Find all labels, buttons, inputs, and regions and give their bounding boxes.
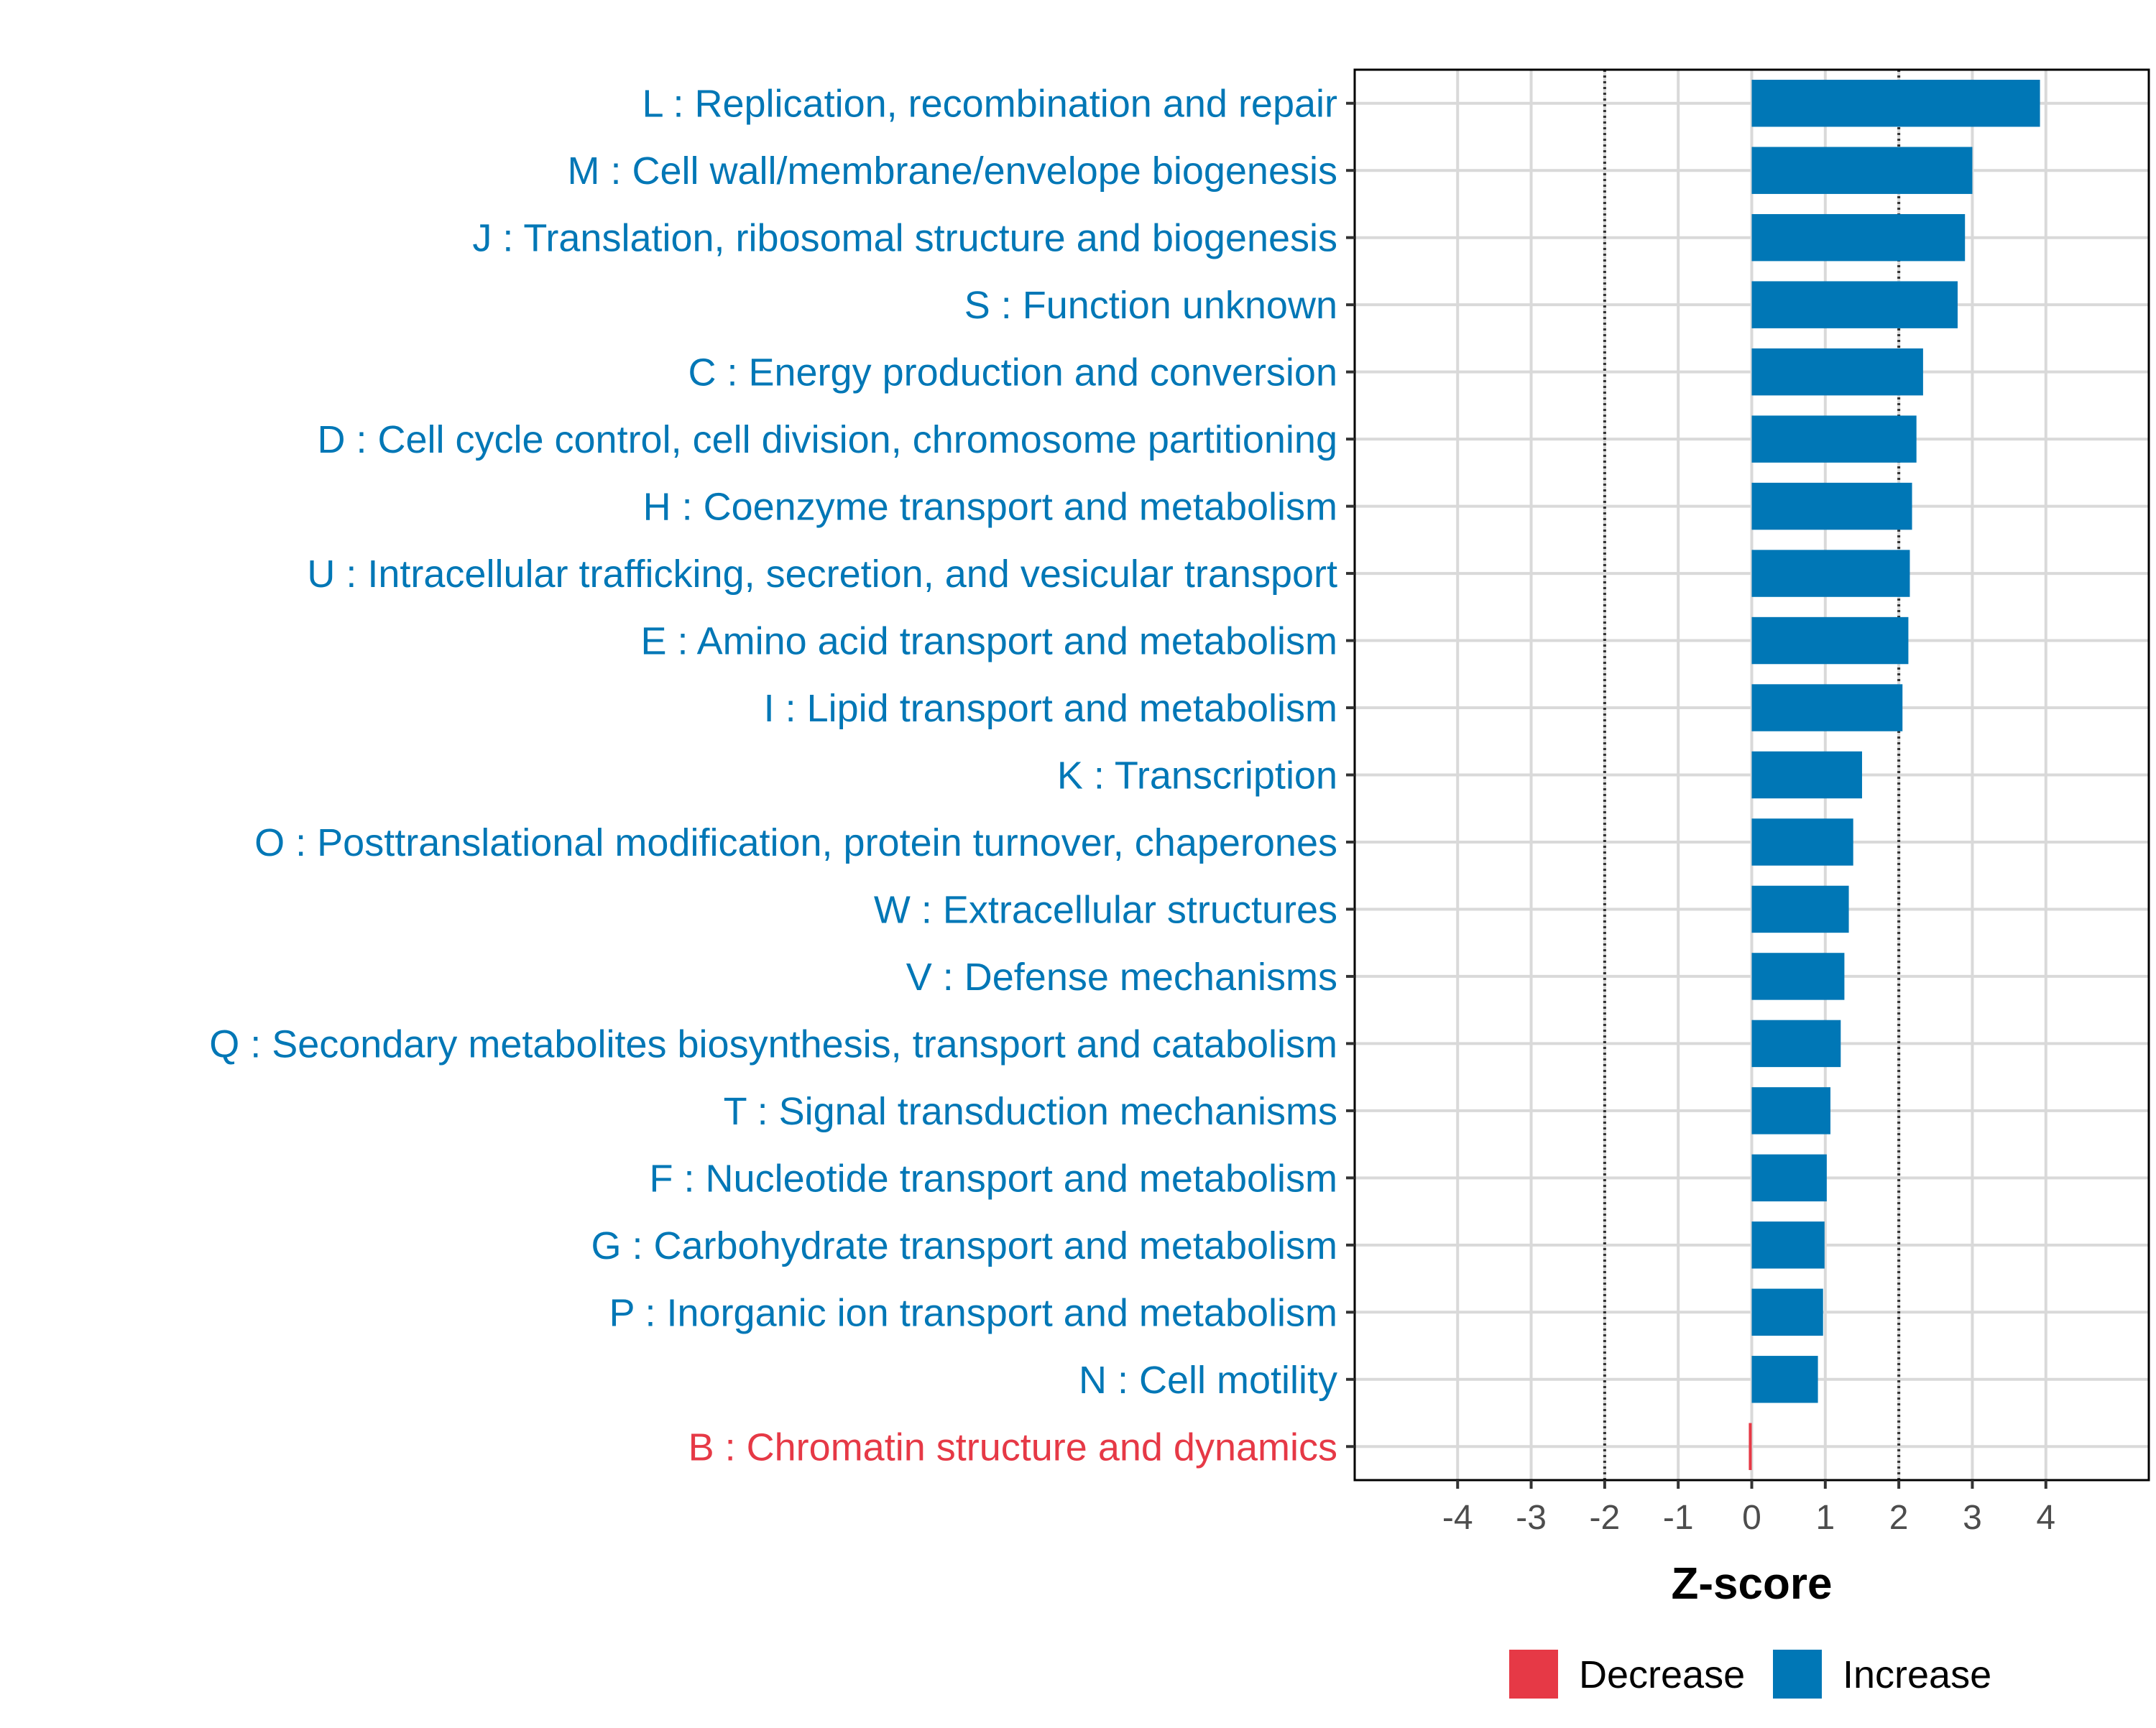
category-label: H : Coenzyme transport and metabolism: [643, 486, 1337, 529]
bar: [1751, 550, 1910, 597]
category-label: P : Inorganic ion transport and metaboli…: [609, 1291, 1337, 1334]
legend-swatch: [1773, 1650, 1822, 1699]
bar: [1751, 80, 2040, 127]
legend-label: Increase: [1843, 1653, 1991, 1696]
category-label: U : Intracellular trafficking, secretion…: [307, 553, 1337, 596]
category-label: W : Extracellular structures: [874, 888, 1337, 931]
x-tick-label: 1: [1815, 1499, 1835, 1537]
bar: [1751, 751, 1862, 799]
category-label: N : Cell motility: [1079, 1359, 1337, 1402]
category-label: J : Translation, ribosomal structure and…: [472, 217, 1337, 260]
bar: [1751, 885, 1849, 933]
bar: [1751, 1288, 1823, 1336]
category-label: K : Transcription: [1057, 754, 1337, 798]
bar: [1749, 1423, 1752, 1470]
category-label: C : Energy production and conversion: [688, 351, 1337, 394]
category-label: I : Lipid transport and metabolism: [764, 687, 1337, 730]
x-tick-label: -4: [1442, 1499, 1473, 1537]
bar: [1751, 482, 1912, 530]
bar: [1751, 616, 1909, 665]
bar: [1751, 213, 1966, 262]
category-labels: L : Replication, recombination and repai…: [209, 83, 1337, 1469]
category-label: T : Signal transduction mechanisms: [724, 1090, 1337, 1133]
legend-swatch: [1509, 1650, 1558, 1699]
x-tick-label: -3: [1516, 1499, 1547, 1537]
bar: [1751, 1087, 1830, 1135]
bar: [1751, 147, 1973, 194]
x-tick-label: 4: [2036, 1499, 2055, 1537]
bar: [1751, 953, 1845, 1000]
x-tick-label: -2: [1590, 1499, 1621, 1537]
bar: [1751, 1356, 1818, 1403]
category-label: B : Chromatin structure and dynamics: [688, 1426, 1337, 1469]
category-label: G : Carbohydrate transport and metabolis…: [591, 1224, 1338, 1267]
category-label: V : Defense mechanisms: [906, 956, 1337, 999]
x-axis-title: Z-score: [1672, 1559, 1833, 1609]
bar: [1751, 1020, 1841, 1068]
category-label: D : Cell cycle control, cell division, c…: [317, 418, 1337, 461]
bar: [1751, 818, 1853, 866]
x-tick-label: -1: [1663, 1499, 1694, 1537]
bars: [1749, 80, 2040, 1470]
category-label: O : Posttranslational modification, prot…: [254, 821, 1337, 864]
bar: [1751, 1221, 1825, 1269]
x-tick-label: 2: [1889, 1499, 1909, 1537]
bar: [1751, 415, 1917, 463]
category-label: L : Replication, recombination and repai…: [642, 83, 1337, 126]
category-label: E : Amino acid transport and metabolism: [641, 620, 1337, 663]
x-tick-label: 0: [1742, 1499, 1761, 1537]
legend-label: Decrease: [1579, 1653, 1745, 1696]
bar: [1751, 281, 1958, 328]
category-label: S : Function unknown: [964, 284, 1337, 327]
bar: [1751, 1154, 1827, 1202]
x-tick-label: 3: [1963, 1499, 1982, 1537]
x-axis-ticks: [1456, 1480, 2047, 1489]
y-axis-ticks: [1346, 101, 1355, 1449]
bar: [1751, 348, 1923, 396]
category-label: M : Cell wall/membrane/envelope biogenes…: [567, 149, 1337, 193]
x-tick-labels: -4 -3 -2 -1 0 1 2 3 4: [1442, 1499, 2055, 1537]
bar: [1751, 684, 1903, 731]
legend: Decrease Increase: [1509, 1650, 1991, 1699]
category-label: Q : Secondary metabolites biosynthesis, …: [209, 1022, 1337, 1066]
category-label: F : Nucleotide transport and metabolism: [650, 1157, 1337, 1200]
